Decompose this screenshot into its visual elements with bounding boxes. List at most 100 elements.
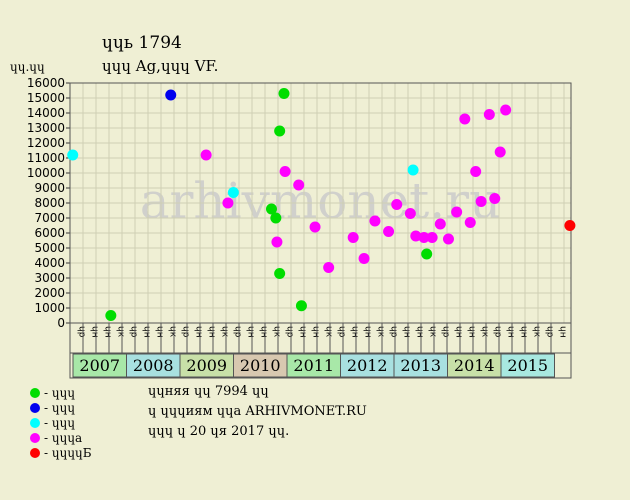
data-point xyxy=(278,88,290,99)
data-point xyxy=(404,208,416,219)
y-tick-label: 10000 xyxy=(27,166,65,180)
data-point xyxy=(222,197,234,209)
data-point xyxy=(451,206,463,218)
month-label: ɥр xyxy=(181,326,191,338)
data-point xyxy=(475,196,487,207)
legend-label: - ɥɥɥ xyxy=(44,386,76,400)
legend-label: - ɥɥɥ xyxy=(44,401,76,415)
data-point xyxy=(483,109,495,120)
data-point xyxy=(369,215,381,227)
data-point xyxy=(500,104,512,116)
month-label: ɥн xyxy=(259,326,269,338)
legend-label: - ɥɥɥа xyxy=(44,431,83,445)
note-line: ɥɥɥ ɥ 20 ɥя 2017 ɥɥ. xyxy=(148,424,290,439)
data-point xyxy=(410,230,422,242)
month-label: ɥк xyxy=(480,326,490,338)
data-point xyxy=(407,164,419,176)
data-point xyxy=(271,236,283,248)
y-tick-label: 15000 xyxy=(27,91,65,105)
month-label: ɥн xyxy=(519,326,529,338)
month-label: ɥр xyxy=(545,326,555,338)
data-point xyxy=(105,310,117,321)
data-point xyxy=(470,166,482,177)
month-label: ɥр xyxy=(285,326,295,338)
data-point xyxy=(391,199,403,210)
data-point xyxy=(279,166,291,177)
y-tick-label: 7000 xyxy=(34,211,65,225)
y-axis-unit: ɥɥ.ɥɥ xyxy=(10,60,45,74)
month-label: ɥр xyxy=(493,326,503,338)
legend-item: - ɥɥɥа xyxy=(30,431,82,445)
year-label: 2008 xyxy=(133,356,174,375)
legend-marker xyxy=(30,388,40,398)
month-label: ɥк xyxy=(220,326,230,338)
data-point xyxy=(200,149,212,161)
data-point xyxy=(426,232,438,243)
data-point xyxy=(227,187,239,198)
month-label: ɥр xyxy=(389,326,399,338)
data-point xyxy=(442,233,454,245)
y-tick-label: 9000 xyxy=(34,181,65,195)
month-label: ɥр xyxy=(77,326,87,338)
year-label: 2011 xyxy=(293,356,334,375)
legend-item: - ɥɥɥ xyxy=(30,401,75,415)
month-label: ɥн xyxy=(415,326,425,338)
data-point xyxy=(418,232,430,243)
y-tick-label: 8000 xyxy=(34,196,65,210)
month-label: ɥк xyxy=(116,326,126,338)
legend-marker xyxy=(30,448,40,458)
year-label: 2007 xyxy=(79,356,120,375)
y-tick-label: 1000 xyxy=(34,301,65,315)
data-point xyxy=(295,300,307,312)
month-label: ɥн xyxy=(103,326,113,338)
month-label: ɥн xyxy=(298,326,308,338)
chart-subtitle: ɥɥɥ Ag,ɥɥɥ VF. xyxy=(102,57,219,75)
month-label: ɥр xyxy=(129,326,139,338)
data-point xyxy=(293,179,305,191)
month-label: ɥн xyxy=(467,326,477,338)
month-label: ɥн xyxy=(90,326,100,338)
data-point xyxy=(459,113,471,125)
legend-marker xyxy=(30,418,40,428)
data-point xyxy=(383,226,395,237)
y-tick-label: 16000 xyxy=(27,76,65,90)
data-point xyxy=(358,253,370,264)
note-line: ɥ ɥɥɥиям ɥɥа ARHIVMONET.RU xyxy=(148,404,367,419)
y-tick-label: 0 xyxy=(57,316,65,330)
y-tick-label: 13000 xyxy=(27,121,65,135)
y-tick-label: 5000 xyxy=(34,241,65,255)
data-point xyxy=(323,262,335,273)
month-strip xyxy=(69,322,572,354)
month-label: ɥк xyxy=(324,326,334,338)
data-point xyxy=(434,218,446,230)
month-label: ɥн xyxy=(506,326,516,338)
legend-label: - ɥɥɥ xyxy=(44,416,76,430)
year-label: 2015 xyxy=(507,356,548,375)
month-label: ɥн xyxy=(363,326,373,338)
data-point xyxy=(564,220,576,231)
month-label: ɥк xyxy=(168,326,178,338)
month-label: ɥк xyxy=(532,326,542,338)
data-point xyxy=(464,217,476,228)
month-label: ɥр xyxy=(233,326,243,338)
y-tick-label: 3000 xyxy=(34,271,65,285)
y-tick-label: 4000 xyxy=(34,256,65,270)
legend-item: - ɥɥɥ xyxy=(30,416,75,430)
data-point xyxy=(274,125,286,137)
y-tick-label: 2000 xyxy=(34,286,65,300)
year-cell xyxy=(500,353,555,378)
legend-marker xyxy=(30,403,40,413)
year-label: 2009 xyxy=(186,356,227,375)
data-point xyxy=(265,203,277,215)
data-point xyxy=(309,221,321,233)
month-label: ɥн xyxy=(454,326,464,338)
month-label: ɥн xyxy=(155,326,165,338)
data-point xyxy=(270,212,282,224)
month-label: ɥк xyxy=(376,326,386,338)
month-label: ɥр xyxy=(337,326,347,338)
month-label: ɥн xyxy=(350,326,360,338)
month-label: ɥр xyxy=(441,326,451,338)
data-point xyxy=(165,89,177,101)
legend-item: - ɥɥɥ xyxy=(30,386,75,400)
year-label: 2012 xyxy=(347,356,388,375)
